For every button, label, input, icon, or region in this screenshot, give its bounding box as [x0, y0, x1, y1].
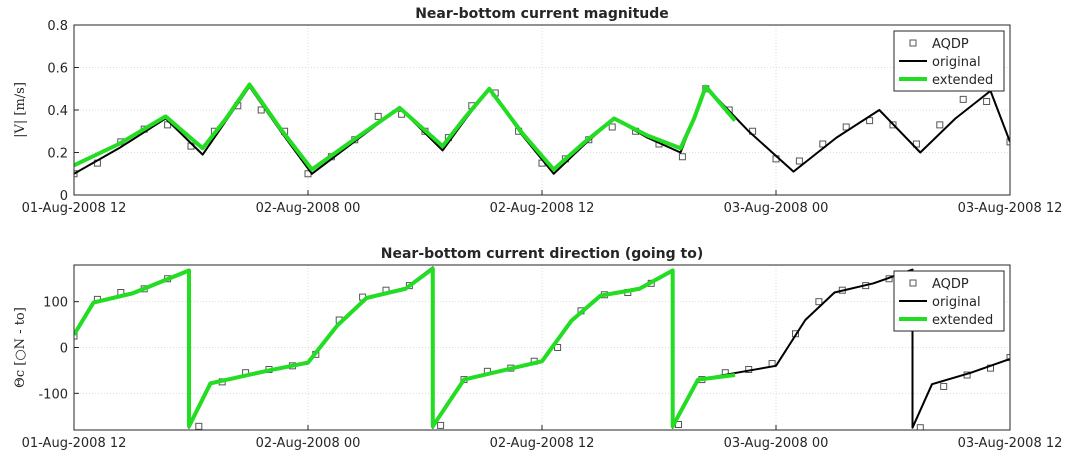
y-tick-label: 0.8 — [47, 19, 68, 34]
marker — [842, 123, 850, 131]
x-tick-label: 02-Aug-2008 00 — [256, 436, 361, 451]
line — [74, 82, 737, 172]
series-group — [74, 266, 1010, 430]
x-tick-label: 03-Aug-2008 12 — [958, 436, 1063, 451]
y-tick-label: 0.4 — [47, 104, 68, 119]
marker — [74, 170, 78, 178]
marker — [819, 140, 827, 148]
legend-label: original — [932, 55, 981, 70]
marker — [1006, 354, 1010, 362]
legend-label: original — [932, 295, 981, 310]
marker — [889, 121, 897, 129]
series-group — [74, 82, 1010, 178]
marker — [866, 117, 874, 125]
marker — [164, 121, 172, 129]
x-tick-label: 03-Aug-2008 00 — [724, 201, 829, 216]
marker — [608, 123, 616, 131]
legend-label: extended — [932, 313, 993, 328]
y-axis-label: Θc [○N - to] — [13, 307, 28, 388]
line — [74, 266, 736, 429]
x-tick-label: 03-Aug-2008 12 — [958, 201, 1063, 216]
marker — [74, 332, 78, 340]
marker — [257, 106, 265, 114]
axes-box — [73, 24, 1011, 196]
x-tick-label: 02-Aug-2008 12 — [490, 201, 595, 216]
marker — [795, 157, 803, 165]
chart-title: Near-bottom current direction (going to) — [381, 246, 703, 262]
y-tick-label: 0 — [60, 342, 68, 357]
y-tick-label: 0 — [60, 189, 68, 204]
marker — [916, 424, 924, 430]
x-tick-label: 03-Aug-2008 00 — [724, 436, 829, 451]
marker — [1006, 138, 1010, 146]
y-tick-label: 0.6 — [47, 62, 68, 77]
y-axis-label: |V| [m/s] — [13, 82, 28, 138]
y-tick-label: -100 — [38, 387, 68, 402]
marker — [374, 112, 382, 120]
marker — [554, 344, 562, 351]
marker — [437, 421, 445, 429]
x-tick-label: 02-Aug-2008 12 — [490, 436, 595, 451]
chart-title: Near-bottom current magnitude — [415, 6, 669, 22]
marker — [983, 98, 991, 105]
legend-marker — [909, 39, 917, 47]
legend-label: extended — [932, 73, 993, 88]
marker — [195, 422, 203, 430]
legend-label: AQDP — [932, 37, 969, 52]
y-tick-label: 0.2 — [47, 147, 68, 162]
marker — [815, 298, 823, 306]
x-tick-label: 01-Aug-2008 12 — [22, 436, 127, 451]
x-tick-label: 01-Aug-2008 12 — [22, 201, 127, 216]
marker — [936, 121, 944, 129]
marker — [940, 382, 948, 390]
marker — [959, 95, 967, 103]
axes-box — [73, 264, 1011, 431]
y-tick-label: 100 — [43, 296, 68, 311]
legend-marker — [909, 279, 917, 287]
marker — [678, 153, 686, 161]
x-tick-label: 02-Aug-2008 00 — [256, 201, 361, 216]
legend-label: AQDP — [932, 277, 969, 292]
